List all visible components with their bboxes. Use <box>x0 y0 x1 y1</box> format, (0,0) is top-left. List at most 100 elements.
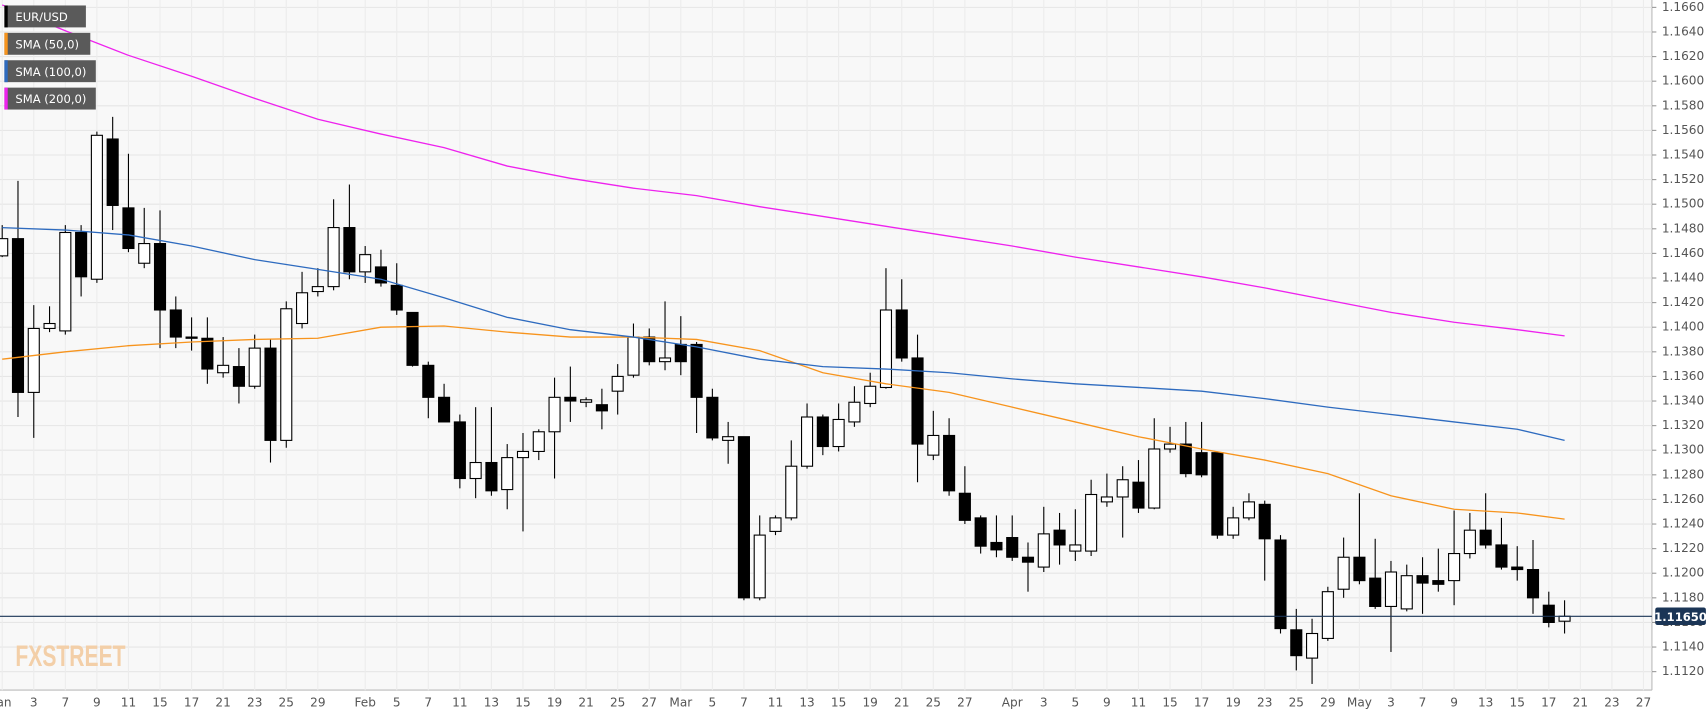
candle-body <box>264 347 277 441</box>
y-tick-label: 1.1320 <box>1662 418 1704 432</box>
candle-body <box>958 492 971 521</box>
x-tick-label: 15 <box>1162 696 1177 710</box>
candle-body <box>201 337 214 370</box>
candle-body <box>1116 479 1129 498</box>
candle-body <box>895 309 908 359</box>
last-price-label: 1.11650 <box>1654 610 1707 624</box>
x-tick-label: 7 <box>424 696 432 710</box>
sma-line <box>2 325 1565 520</box>
x-tick-label: 17 <box>1541 696 1556 710</box>
candle-body <box>453 421 466 480</box>
candle-body <box>1274 539 1287 630</box>
candle-body <box>974 517 987 547</box>
candle-body <box>816 416 829 448</box>
candle-body <box>295 292 309 325</box>
candle-body <box>1085 493 1098 552</box>
legend-swatch <box>4 32 8 55</box>
axis-background <box>1651 0 1707 712</box>
x-tick-label: 25 <box>1289 696 1304 710</box>
y-tick-label: 1.1380 <box>1662 344 1704 358</box>
y-tick-label: 1.1300 <box>1662 443 1704 457</box>
x-tick-label: 25 <box>610 696 625 710</box>
x-tick-label: 3 <box>30 696 38 710</box>
watermark: FXSTREET <box>15 640 125 673</box>
candle-body <box>769 517 782 532</box>
x-tick-label: 13 <box>799 696 814 710</box>
candle-body <box>674 343 687 363</box>
y-tick-label: 1.1640 <box>1662 25 1704 39</box>
y-tick-label: 1.1440 <box>1662 271 1704 285</box>
legend-swatch <box>4 5 8 28</box>
x-tick-label: 7 <box>1419 696 1427 710</box>
x-tick-label: 15 <box>515 696 530 710</box>
x-tick-label: 7 <box>61 696 69 710</box>
candle-body <box>232 366 245 387</box>
x-tick-label: 27 <box>642 696 657 710</box>
x-tick-label: 11 <box>121 696 136 710</box>
x-tick-label: 11 <box>1131 696 1146 710</box>
x-tick-label: 19 <box>547 696 562 710</box>
candle-body <box>564 396 577 402</box>
candle-body <box>438 396 451 423</box>
candle-body <box>1053 529 1066 546</box>
candle-body <box>280 308 293 441</box>
x-tick-label: 27 <box>957 696 972 710</box>
candle-body <box>1321 591 1334 639</box>
candle-body <box>611 375 624 392</box>
candle-body <box>311 286 324 293</box>
x-tick-label: 9 <box>1103 696 1111 710</box>
candle-body <box>832 418 845 448</box>
candle-body <box>595 404 608 412</box>
x-tick-label: 21 <box>215 696 230 710</box>
last-price-box <box>1655 607 1706 626</box>
candle-body <box>1100 496 1113 503</box>
y-tick-label: 1.1660 <box>1662 0 1704 14</box>
candle-body <box>1306 632 1319 659</box>
candle-body <box>1369 577 1382 607</box>
legend-box <box>4 5 86 28</box>
candle-body <box>1069 544 1082 552</box>
x-tick-label: 23 <box>1604 696 1619 710</box>
y-tick-label: 1.1560 <box>1662 123 1704 137</box>
x-tick-label: 25 <box>926 696 941 710</box>
legend-label: EUR/USD <box>15 10 67 24</box>
x-tick-label: 11 <box>768 696 783 710</box>
y-tick-label: 1.1540 <box>1662 148 1704 162</box>
candle-body <box>11 238 25 393</box>
candle-body <box>485 461 498 492</box>
candle-body <box>911 357 924 445</box>
sma-line <box>1 4 1565 337</box>
candle-body <box>580 399 593 403</box>
x-tick-label: 23 <box>1257 696 1272 710</box>
candle-body <box>75 231 88 278</box>
candle-body <box>1526 568 1540 599</box>
candle-body <box>548 396 561 433</box>
candle-body <box>359 254 372 273</box>
candle-body <box>848 401 861 423</box>
y-tick-label: 1.1340 <box>1662 394 1704 408</box>
legend-box <box>4 32 91 55</box>
y-tick-label: 1.1260 <box>1662 492 1704 506</box>
candle-body <box>1227 517 1240 536</box>
x-tick-label: 23 <box>247 696 262 710</box>
candle-body <box>1258 503 1271 540</box>
y-tick-label: 1.1620 <box>1662 49 1704 63</box>
candle-body <box>248 347 261 387</box>
y-tick-label: 1.1460 <box>1662 246 1704 260</box>
y-tick-label: 1.1600 <box>1662 74 1704 88</box>
candle-body <box>706 396 719 439</box>
x-tick-label: 7 <box>740 696 748 710</box>
y-tick-label: 1.1500 <box>1662 197 1704 211</box>
y-tick-label: 1.1580 <box>1662 98 1704 112</box>
x-tick-label: May <box>1347 696 1372 710</box>
candle-body <box>106 138 119 206</box>
candle-body <box>1021 556 1035 563</box>
x-tick-label: 21 <box>1573 696 1588 710</box>
x-tick-label: 9 <box>1450 696 1458 710</box>
candle-body <box>59 231 72 332</box>
candle-body <box>658 357 672 363</box>
candle-body <box>1542 604 1555 623</box>
candle-body <box>1448 553 1461 582</box>
candle-body <box>1511 566 1524 571</box>
x-tick-label: 5 <box>393 696 401 710</box>
